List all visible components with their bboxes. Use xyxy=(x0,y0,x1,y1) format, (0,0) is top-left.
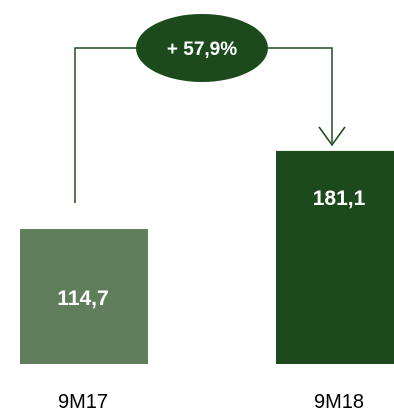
arrow-down-icon xyxy=(318,126,346,147)
category-label-9m17: 9M17 xyxy=(58,391,108,413)
bar-9m17 xyxy=(20,229,148,364)
change-badge-label: + 57,9% xyxy=(167,39,237,60)
change-badge xyxy=(136,14,268,82)
value-label-9m17: 114,7 xyxy=(57,287,108,310)
value-label-9m18: 181,1 xyxy=(313,187,366,210)
category-label-9m18: 9M18 xyxy=(314,391,364,413)
bar-9m18 xyxy=(276,150,394,364)
